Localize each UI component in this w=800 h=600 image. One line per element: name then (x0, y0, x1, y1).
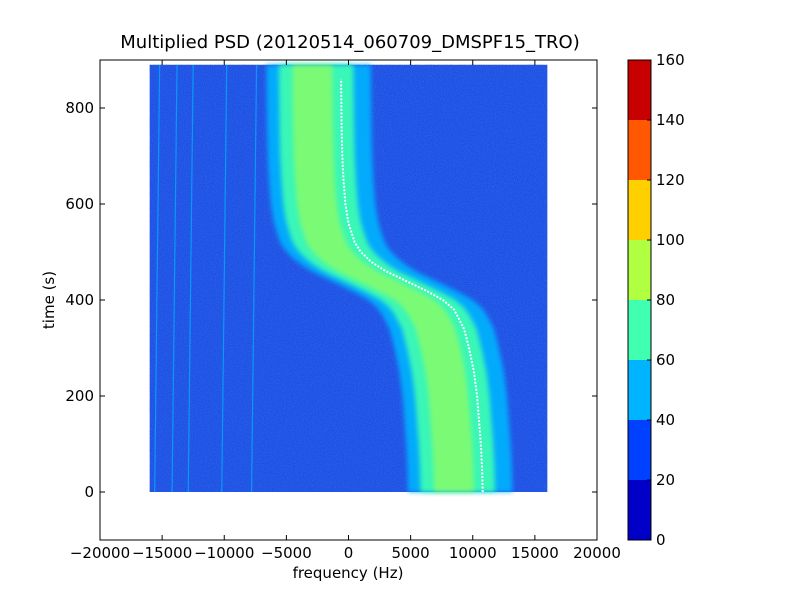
colorbar-segment (628, 180, 651, 240)
colorbar-tick-label: 40 (656, 411, 675, 429)
y-tick-label: 600 (65, 195, 94, 213)
chart-title: Multiplied PSD (20120514_060709_DMSPF15_… (120, 32, 579, 53)
colorbar-segment (628, 60, 651, 120)
heatmap-image (149, 64, 548, 493)
colorbar-tick-label: 120 (656, 171, 685, 189)
x-tick-label: −20000 (70, 544, 130, 562)
interference-streak (221, 64, 228, 493)
interference-streak (187, 64, 194, 493)
colorbar-tick-label: 0 (656, 531, 666, 549)
y-tick-label: 400 (65, 291, 94, 309)
x-tick-label: 15000 (511, 544, 559, 562)
x-tick-label: −15000 (132, 544, 192, 562)
colorbar-tick-label: 60 (656, 351, 675, 369)
x-tick-label: 20000 (573, 544, 621, 562)
colorbar-tick-label: 140 (656, 111, 685, 129)
y-tick-label: 0 (84, 483, 94, 501)
colorbar: 0 20 40 60 80 100 120 140 160 (627, 51, 685, 549)
x-tick-label: 10000 (449, 544, 497, 562)
interference-streak (154, 64, 161, 493)
doppler-trace (340, 79, 484, 493)
psd-band-core (292, 64, 474, 493)
colorbar-segment (628, 120, 651, 180)
interference-streak (250, 64, 258, 493)
colorbar-segment (628, 240, 651, 300)
colorbar-segment (628, 420, 651, 480)
colorbar-segment (628, 300, 651, 360)
y-axis-label: time (s) (40, 271, 58, 329)
y-tick-label: 800 (65, 99, 94, 117)
x-tick-label: 5000 (392, 544, 430, 562)
colorbar-segment (628, 360, 651, 420)
colorbar-tick-label: 80 (656, 291, 675, 309)
colorbar-segment (628, 480, 651, 540)
x-tick-label: −5000 (261, 544, 312, 562)
colorbar-tick-label: 100 (656, 231, 685, 249)
x-tick-label: −10000 (194, 544, 254, 562)
x-axis: −20000 −15000 −10000 −5000 0 5000 10000 15000 20… (70, 60, 621, 562)
y-axis: 0 200 400 600 800 (65, 99, 597, 501)
x-tick-label: 0 (344, 544, 354, 562)
y-tick-label: 200 (65, 387, 94, 405)
x-axis-label: frequency (Hz) (293, 564, 404, 582)
interference-streak (171, 64, 178, 493)
colorbar-tick-label: 20 (656, 471, 675, 489)
colorbar-tick-label: 160 (656, 51, 685, 69)
plot-area (99, 59, 598, 541)
